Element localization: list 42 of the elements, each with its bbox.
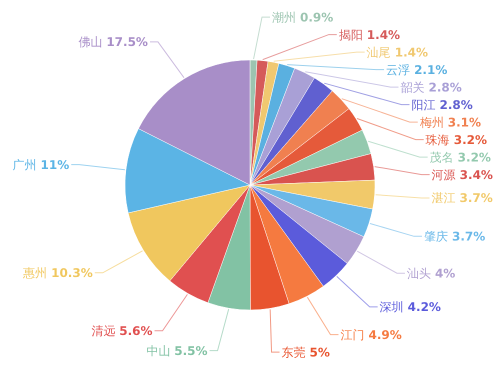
slice-label: 河源 <box>432 168 456 182</box>
data-label: 3.4% <box>460 168 493 182</box>
data-label: 4% <box>434 266 456 280</box>
data-label: 17.5% <box>106 35 148 50</box>
slice-label: 惠州 <box>22 266 48 280</box>
slice-label: 湛江 <box>432 191 456 206</box>
data-label: 10.3% <box>51 266 93 280</box>
data-label: 3.2% <box>458 150 491 164</box>
slice-label: 梅州 <box>418 115 444 130</box>
slice-label: 江门 <box>340 328 364 342</box>
slice-label: 韶关 <box>400 80 425 94</box>
data-label: 3.2% <box>454 132 488 147</box>
data-label: 0.9% <box>300 10 334 24</box>
slice-label: 茂名 <box>430 150 454 164</box>
data-label: 4.9% <box>368 328 402 342</box>
slice-label: 汕头 <box>406 266 431 280</box>
data-label: 5% <box>310 345 330 360</box>
slice-label: 汕尾 <box>366 45 391 60</box>
slice-label: 肇庆 <box>424 230 448 244</box>
slice-label: 清远 <box>91 324 116 338</box>
data-label: 3.7% <box>460 191 493 206</box>
slice-label: 佛山 <box>78 35 102 50</box>
data-label: 2.8% <box>439 98 473 112</box>
slice-label: 珠海 <box>426 132 450 147</box>
data-label: 4.2% <box>408 300 441 314</box>
data-label: 1.4% <box>366 28 400 42</box>
slice-label: 云浮 <box>386 62 410 77</box>
slice-label: 中山 <box>146 344 170 358</box>
data-label: 2.8% <box>428 80 462 94</box>
slice-label: 揭阳 <box>338 28 363 42</box>
data-label: 2.1% <box>414 62 448 77</box>
data-label: 3.1% <box>448 115 482 130</box>
slice-label: 潮州 <box>272 10 296 24</box>
slice-label: 广州 <box>12 158 36 172</box>
data-label: 11% <box>40 158 70 172</box>
data-label: 5.6% <box>119 324 153 338</box>
data-label: 3.7% <box>452 230 486 244</box>
slice-label: 东莞 <box>282 345 306 360</box>
data-label: 1.4% <box>394 45 428 60</box>
slice-label: 深圳 <box>380 300 404 314</box>
slice-label: 阳江 <box>411 98 436 112</box>
data-label: 5.5% <box>174 344 208 358</box>
